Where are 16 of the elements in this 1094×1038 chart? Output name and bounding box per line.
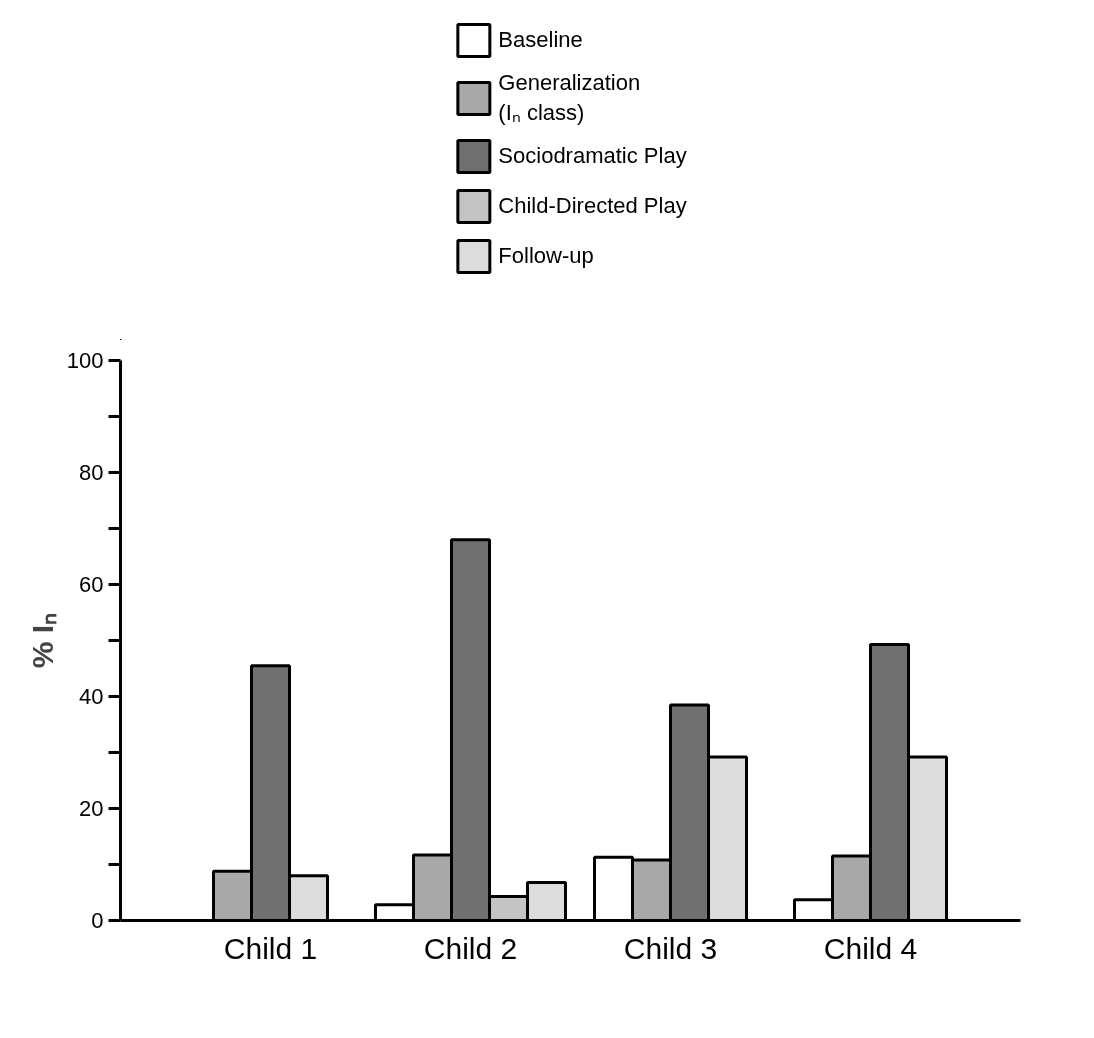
legend-label: Follow-up <box>498 242 594 270</box>
y-tick-label: 100 <box>66 348 104 373</box>
y-tick-label: 20 <box>79 796 104 821</box>
y-tick-label: 60 <box>79 572 104 597</box>
legend-label: Generalization (Iₙ class) <box>498 70 641 126</box>
y-tick-label: 40 <box>79 684 104 709</box>
y-tick-label: 80 <box>79 460 104 485</box>
x-tick-label: Child 4 <box>823 931 918 965</box>
x-tick-label: Child 1 <box>223 931 318 965</box>
x-tick-label: Child 2 <box>423 931 518 965</box>
legend-label: Baseline <box>498 26 583 54</box>
legend-label: Sociodramatic Play <box>498 142 687 170</box>
legend-label: Child-Directed Play <box>498 192 687 220</box>
x-tick-label: Child 3 <box>623 931 718 965</box>
y-axis-title: % Iₙ <box>25 612 59 669</box>
y-tick-label: 0 <box>91 908 104 933</box>
